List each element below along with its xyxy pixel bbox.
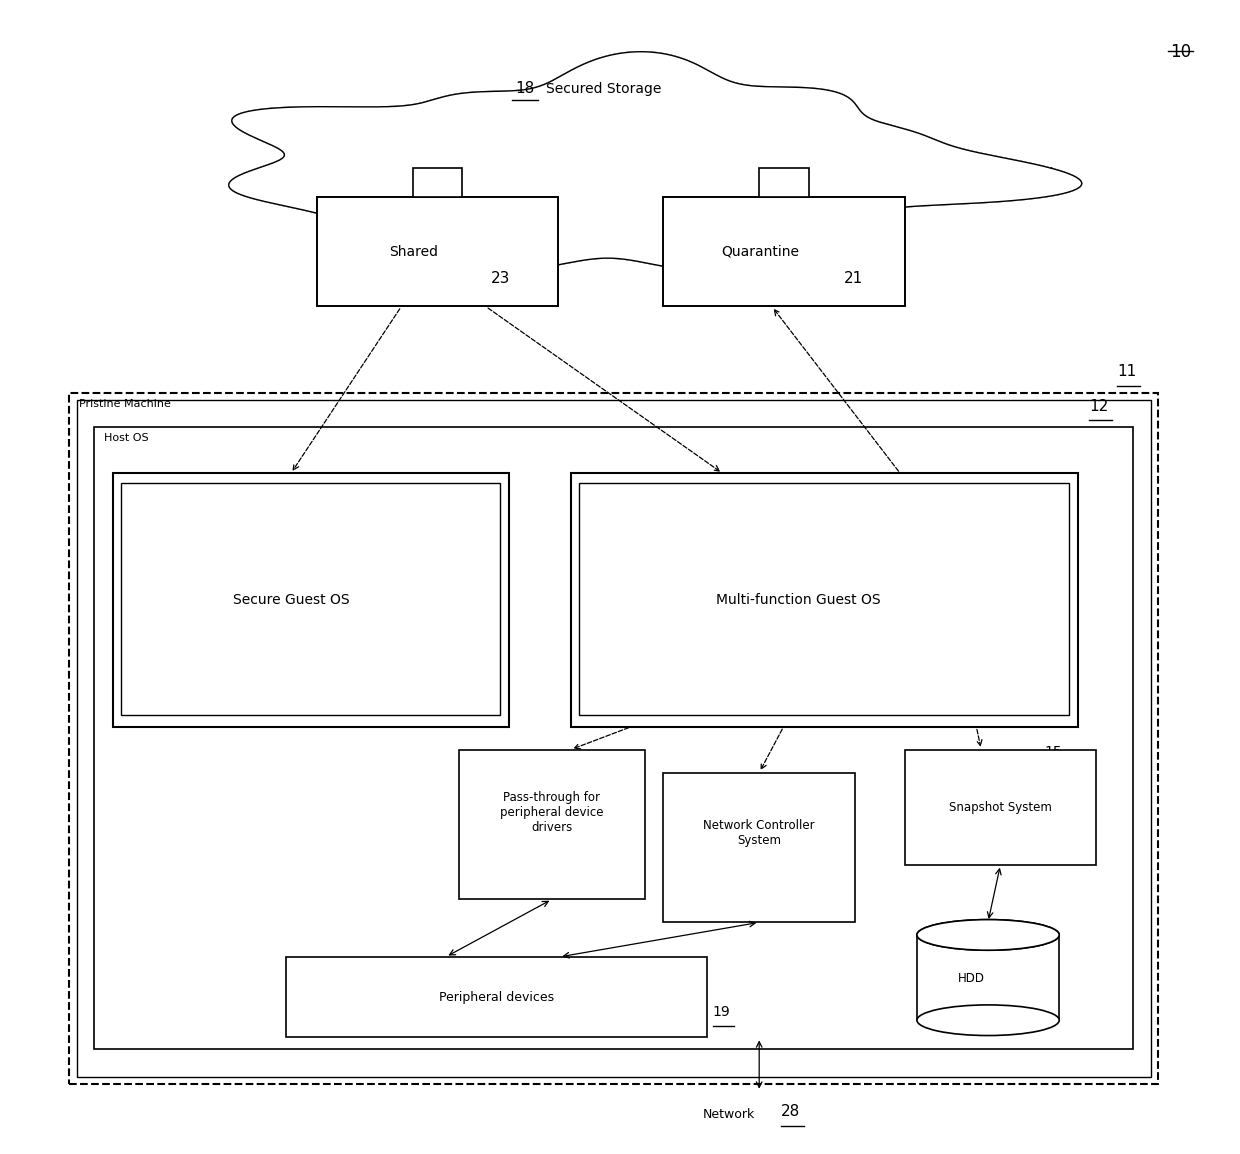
Text: Multi-function Guest OS: Multi-function Guest OS — [717, 593, 882, 607]
FancyBboxPatch shape — [286, 957, 707, 1037]
FancyBboxPatch shape — [663, 773, 856, 922]
FancyBboxPatch shape — [459, 750, 645, 899]
FancyBboxPatch shape — [904, 750, 1096, 864]
Text: Secured Storage: Secured Storage — [546, 82, 661, 96]
Text: Secure Guest OS: Secure Guest OS — [233, 593, 350, 607]
Text: HDD: HDD — [957, 972, 985, 986]
Text: 19: 19 — [713, 1005, 730, 1019]
Bar — [916, 935, 1059, 1020]
Text: Pristine Machine: Pristine Machine — [79, 398, 171, 409]
Text: 12: 12 — [1089, 398, 1109, 413]
Text: Network Controller
System: Network Controller System — [703, 818, 815, 847]
FancyBboxPatch shape — [759, 168, 808, 197]
Text: Snapshot System: Snapshot System — [949, 801, 1052, 814]
FancyBboxPatch shape — [570, 473, 1078, 727]
FancyBboxPatch shape — [77, 399, 1151, 1077]
Text: 11: 11 — [1117, 364, 1137, 379]
Text: 14: 14 — [461, 687, 481, 702]
Text: Shared: Shared — [389, 245, 438, 258]
Text: 15: 15 — [1044, 744, 1061, 759]
Text: 17: 17 — [466, 864, 484, 878]
Text: 13: 13 — [671, 887, 688, 901]
Text: Network: Network — [703, 1108, 755, 1122]
Text: Quarantine: Quarantine — [720, 245, 799, 258]
Text: 21: 21 — [844, 271, 863, 286]
Text: 28: 28 — [781, 1104, 800, 1119]
Text: Peripheral devices: Peripheral devices — [439, 990, 554, 1004]
FancyBboxPatch shape — [663, 197, 904, 307]
Polygon shape — [228, 52, 1081, 271]
Text: 23: 23 — [491, 271, 510, 286]
Text: 18: 18 — [515, 81, 534, 96]
Text: 16: 16 — [1022, 687, 1042, 702]
Ellipse shape — [916, 920, 1059, 950]
FancyBboxPatch shape — [413, 168, 463, 197]
Text: 10: 10 — [1171, 43, 1192, 61]
Text: 116: 116 — [1002, 977, 1029, 991]
Text: Host OS: Host OS — [104, 433, 149, 443]
FancyBboxPatch shape — [113, 473, 508, 727]
FancyBboxPatch shape — [317, 197, 558, 307]
Text: Pass-through for
peripheral device
drivers: Pass-through for peripheral device drive… — [500, 790, 604, 834]
Ellipse shape — [916, 1005, 1059, 1035]
Ellipse shape — [916, 920, 1059, 950]
